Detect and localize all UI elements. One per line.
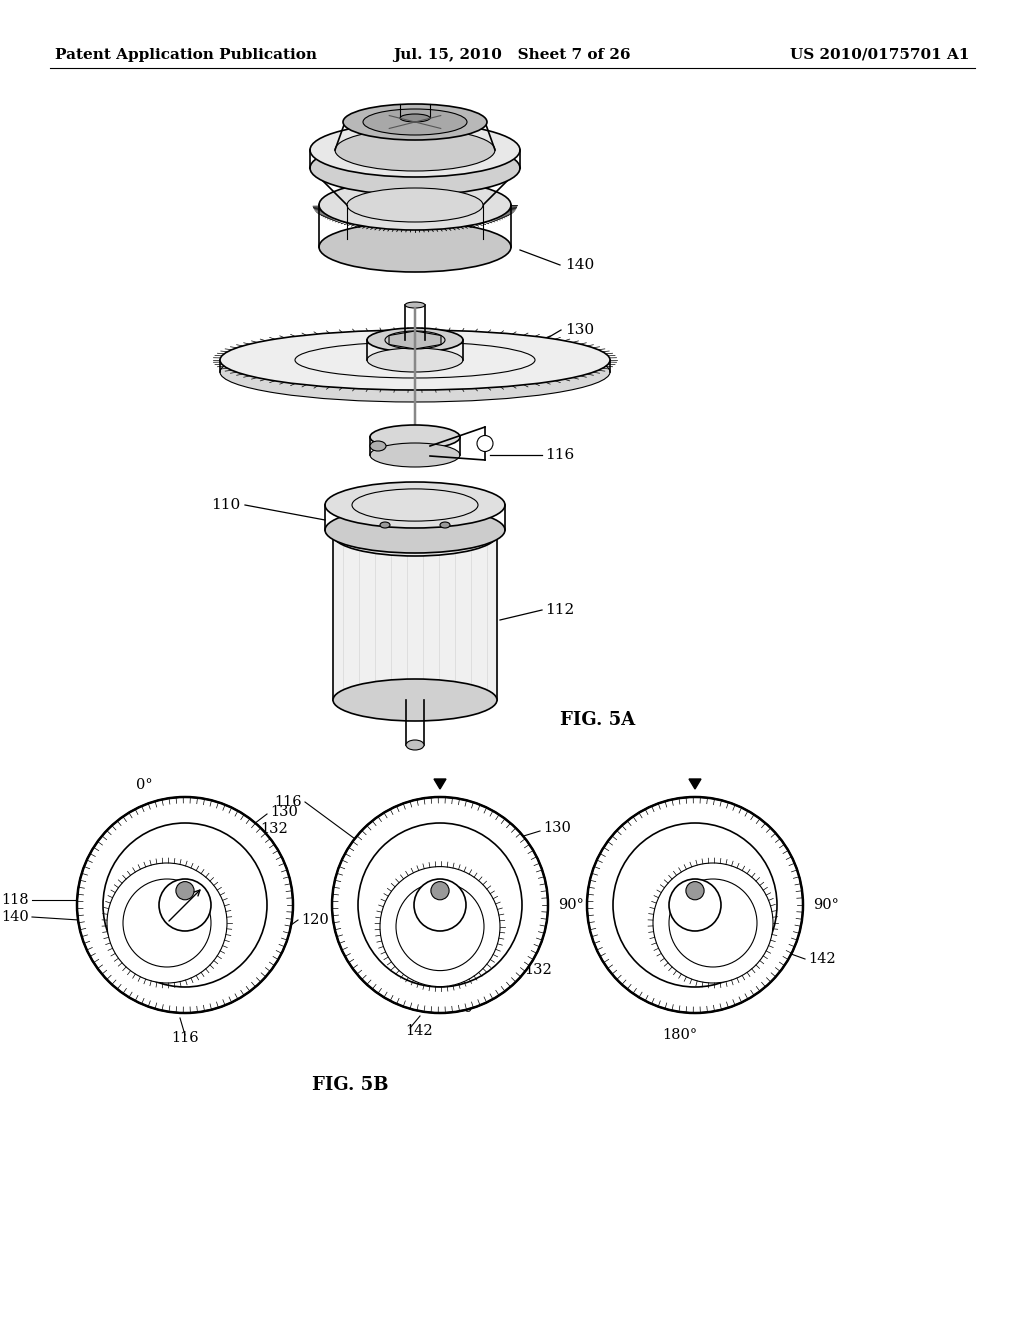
Circle shape	[358, 822, 522, 987]
Ellipse shape	[406, 302, 425, 308]
Text: 142: 142	[406, 1024, 432, 1038]
Ellipse shape	[362, 110, 467, 135]
Circle shape	[653, 863, 773, 983]
Text: 140: 140	[565, 257, 594, 272]
Ellipse shape	[367, 327, 463, 352]
Ellipse shape	[400, 114, 430, 121]
Text: US 2010/0175701 A1: US 2010/0175701 A1	[791, 48, 970, 62]
Ellipse shape	[333, 678, 497, 721]
Circle shape	[159, 879, 211, 931]
Circle shape	[669, 879, 757, 968]
Ellipse shape	[220, 342, 610, 403]
Text: 132: 132	[260, 822, 288, 836]
Circle shape	[103, 822, 267, 987]
Ellipse shape	[370, 441, 386, 451]
Ellipse shape	[220, 330, 610, 389]
Polygon shape	[333, 535, 497, 700]
Text: 116: 116	[274, 795, 302, 809]
Text: 118: 118	[1, 894, 29, 907]
Circle shape	[396, 883, 484, 970]
Polygon shape	[434, 779, 446, 789]
Ellipse shape	[319, 180, 511, 230]
Text: 90°: 90°	[558, 898, 584, 912]
Text: Patent Application Publication: Patent Application Publication	[55, 48, 317, 62]
Ellipse shape	[319, 222, 511, 272]
Text: 116: 116	[171, 1031, 199, 1045]
Circle shape	[613, 822, 777, 987]
Text: 116: 116	[545, 447, 574, 462]
Polygon shape	[389, 331, 441, 348]
Circle shape	[123, 879, 211, 968]
Ellipse shape	[335, 129, 495, 172]
Text: 140: 140	[445, 1001, 473, 1015]
Ellipse shape	[406, 741, 424, 750]
Text: 142: 142	[808, 952, 836, 966]
Ellipse shape	[440, 521, 450, 528]
Circle shape	[669, 879, 721, 931]
Text: 130: 130	[543, 821, 570, 836]
Circle shape	[106, 863, 227, 983]
Text: FIG. 5A: FIG. 5A	[560, 711, 635, 729]
Polygon shape	[689, 779, 701, 789]
Circle shape	[587, 797, 803, 1012]
Ellipse shape	[325, 482, 505, 528]
Circle shape	[686, 882, 705, 900]
Text: 0°: 0°	[136, 777, 153, 792]
Ellipse shape	[347, 187, 483, 222]
Ellipse shape	[310, 123, 520, 177]
Text: 112: 112	[545, 603, 574, 616]
Ellipse shape	[367, 348, 463, 372]
Ellipse shape	[333, 513, 497, 556]
Text: 140: 140	[1, 909, 29, 924]
Ellipse shape	[343, 104, 487, 140]
Ellipse shape	[370, 444, 460, 467]
Ellipse shape	[380, 521, 390, 528]
Text: 90°: 90°	[813, 898, 839, 912]
Text: 130: 130	[565, 323, 594, 337]
Text: 120: 120	[301, 913, 329, 927]
Circle shape	[77, 797, 293, 1012]
Ellipse shape	[325, 507, 505, 553]
Text: Jul. 15, 2010   Sheet 7 of 26: Jul. 15, 2010 Sheet 7 of 26	[393, 48, 631, 62]
Ellipse shape	[370, 425, 460, 449]
Ellipse shape	[477, 436, 493, 451]
Ellipse shape	[310, 141, 520, 195]
Circle shape	[176, 882, 195, 900]
Text: 132: 132	[524, 962, 552, 977]
Circle shape	[414, 879, 466, 931]
Circle shape	[332, 797, 548, 1012]
Circle shape	[380, 867, 500, 986]
Text: 130: 130	[270, 805, 298, 818]
Text: 110: 110	[211, 498, 240, 512]
Circle shape	[431, 882, 450, 900]
Text: 180°: 180°	[663, 1028, 697, 1041]
Text: FIG. 5B: FIG. 5B	[311, 1076, 388, 1094]
